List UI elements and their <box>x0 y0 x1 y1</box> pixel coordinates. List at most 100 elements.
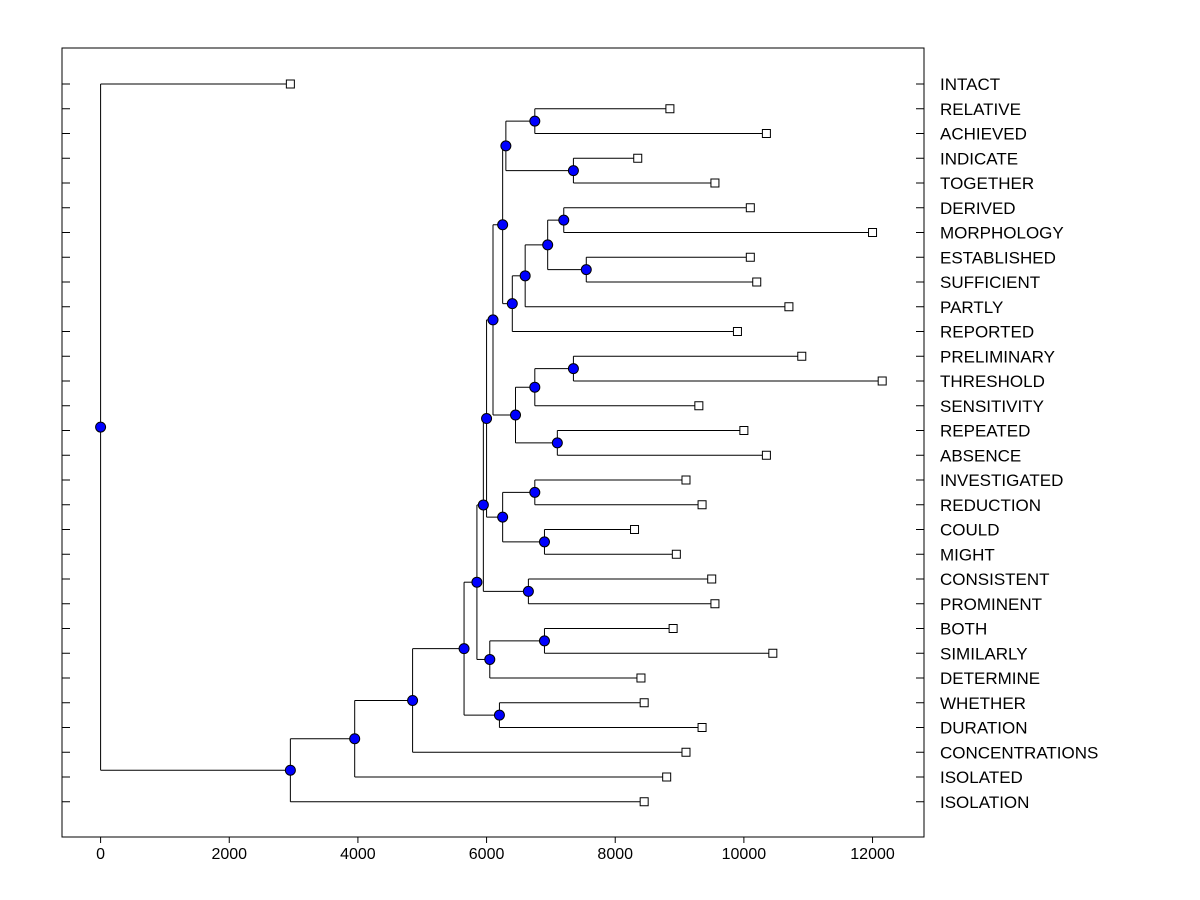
leaf-marker-isolated <box>662 772 672 782</box>
leaf-label-achieved: ACHIEVED <box>940 125 1027 144</box>
leaf-label-similarly: SIMILARLY <box>940 644 1028 663</box>
merge-nodes <box>95 115 592 776</box>
leaf-marker-duration <box>697 723 707 732</box>
leaf-marker-intact <box>285 79 295 89</box>
merge-node-n28 <box>284 764 296 776</box>
merge-node-n9 <box>497 219 509 231</box>
merge-node-n22 <box>484 653 496 665</box>
leaf-label-derived: DERIVED <box>940 199 1016 218</box>
leaf-label-prominent: PROMINENT <box>940 595 1042 614</box>
merge-node-n5 <box>580 264 592 276</box>
leaf-marker-prominent <box>710 599 720 609</box>
merge-node-n25 <box>458 643 470 655</box>
leaf-labels: INTACT RELATIVE ACHIEVED INDICATE TOGETHER DE… <box>940 75 1098 812</box>
leaf-marker-reduction <box>697 500 707 510</box>
x-tick-label-8000: 8000 <box>597 846 633 863</box>
leaf-label-intact: INTACT <box>940 75 1000 94</box>
merge-node-n1 <box>529 115 541 127</box>
leaf-marker-absence <box>761 450 771 460</box>
merge-node-n10 <box>567 363 579 375</box>
leaf-label-partly: PARTLY <box>940 298 1003 317</box>
merge-node-n23 <box>471 576 483 588</box>
x-tick-label-6000: 6000 <box>469 846 505 863</box>
x-tick-label-4000: 4000 <box>340 846 376 863</box>
leaf-marker-derived <box>745 203 755 213</box>
leaf-label-sensitivity: SENSITIVITY <box>940 397 1044 416</box>
leaf-label-might: MIGHT <box>940 545 995 564</box>
leaf-marker-partly <box>784 302 794 312</box>
leaf-label-could: COULD <box>940 521 1000 540</box>
leaf-label-reported: REPORTED <box>940 323 1034 342</box>
leaf-label-repeated: REPEATED <box>940 422 1030 441</box>
merge-node-n20 <box>477 499 489 511</box>
merge-node-n21 <box>538 635 550 647</box>
merge-node-n18 <box>481 413 493 425</box>
merge-node-n14 <box>487 314 499 326</box>
leaf-label-investigated: INVESTIGATED <box>940 471 1063 490</box>
merge-node-n19 <box>522 585 534 597</box>
merge-node-n11 <box>529 381 541 393</box>
leaf-marker-reported <box>732 327 742 336</box>
leaf-marker-preliminary <box>797 351 807 361</box>
merge-node-n7 <box>519 270 531 282</box>
x-tick-label-2000: 2000 <box>211 846 247 863</box>
axis-ticks: 0 2000 4000 6000 8000 10000 12000 <box>62 83 924 863</box>
merge-node-n3 <box>500 140 512 152</box>
leaf-marker-might <box>671 549 681 559</box>
leaf-label-reduction: REDUCTION <box>940 496 1041 515</box>
leaf-label-established: ESTABLISHED <box>940 248 1056 267</box>
merge-node-root <box>95 421 107 433</box>
leaf-label-duration: DURATION <box>940 719 1028 738</box>
merge-node-n13 <box>510 409 522 421</box>
leaf-label-both: BOTH <box>940 620 987 639</box>
leaf-marker-indicate <box>633 153 643 163</box>
merge-node-n6 <box>542 239 554 251</box>
leaf-marker-consistent <box>707 574 717 584</box>
leaf-marker-investigated <box>681 475 691 485</box>
leaf-label-relative: RELATIVE <box>940 100 1021 119</box>
leaf-marker-concentrations <box>681 747 691 757</box>
x-tick-label-12000: 12000 <box>850 846 895 863</box>
x-tick-label-0: 0 <box>96 846 105 863</box>
leaf-markers <box>285 79 887 807</box>
merge-node-n15 <box>529 486 541 498</box>
leaf-marker-established <box>745 252 755 262</box>
merge-node-n26 <box>407 694 419 706</box>
leaf-marker-similarly <box>768 648 778 658</box>
leaf-marker-relative <box>665 104 675 114</box>
leaf-label-together: TOGETHER <box>940 174 1034 193</box>
leaf-marker-morphology <box>868 228 878 237</box>
leaf-marker-sensitivity <box>694 401 704 411</box>
leaf-label-sufficient: SUFFICIENT <box>940 273 1040 292</box>
merge-node-n17 <box>497 511 509 523</box>
leaf-marker-achieved <box>761 129 771 138</box>
x-tick-label-10000: 10000 <box>722 846 767 863</box>
leaf-marker-whether <box>639 698 649 708</box>
leaf-label-preliminary: PRELIMINARY <box>940 347 1055 366</box>
leaf-marker-sufficient <box>752 277 762 287</box>
leaf-label-isolation: ISOLATION <box>940 793 1029 812</box>
leaf-label-concentrations: CONCENTRATIONS <box>940 743 1098 762</box>
merge-node-n4 <box>558 214 570 226</box>
leaf-label-determine: DETERMINE <box>940 669 1040 688</box>
leaf-label-morphology: MORPHOLOGY <box>940 224 1064 243</box>
merge-node-n24 <box>493 709 505 721</box>
leaf-label-isolated: ISOLATED <box>940 768 1023 787</box>
merge-node-n2 <box>567 165 579 177</box>
leaf-marker-could <box>630 525 640 534</box>
leaf-marker-both <box>668 624 678 633</box>
dendrogram-links <box>100 83 883 803</box>
merge-node-n27 <box>349 733 361 745</box>
leaf-marker-repeated <box>739 426 749 435</box>
merge-node-n16 <box>538 536 550 548</box>
leaf-marker-isolation <box>639 797 649 807</box>
leaf-label-whether: WHETHER <box>940 694 1026 713</box>
leaf-marker-threshold <box>877 376 887 386</box>
leaf-label-consistent: CONSISTENT <box>940 570 1050 589</box>
leaf-marker-together <box>710 178 720 188</box>
merge-node-n8 <box>506 298 518 310</box>
leaf-label-indicate: INDICATE <box>940 149 1018 168</box>
plot-frame <box>61 47 925 838</box>
